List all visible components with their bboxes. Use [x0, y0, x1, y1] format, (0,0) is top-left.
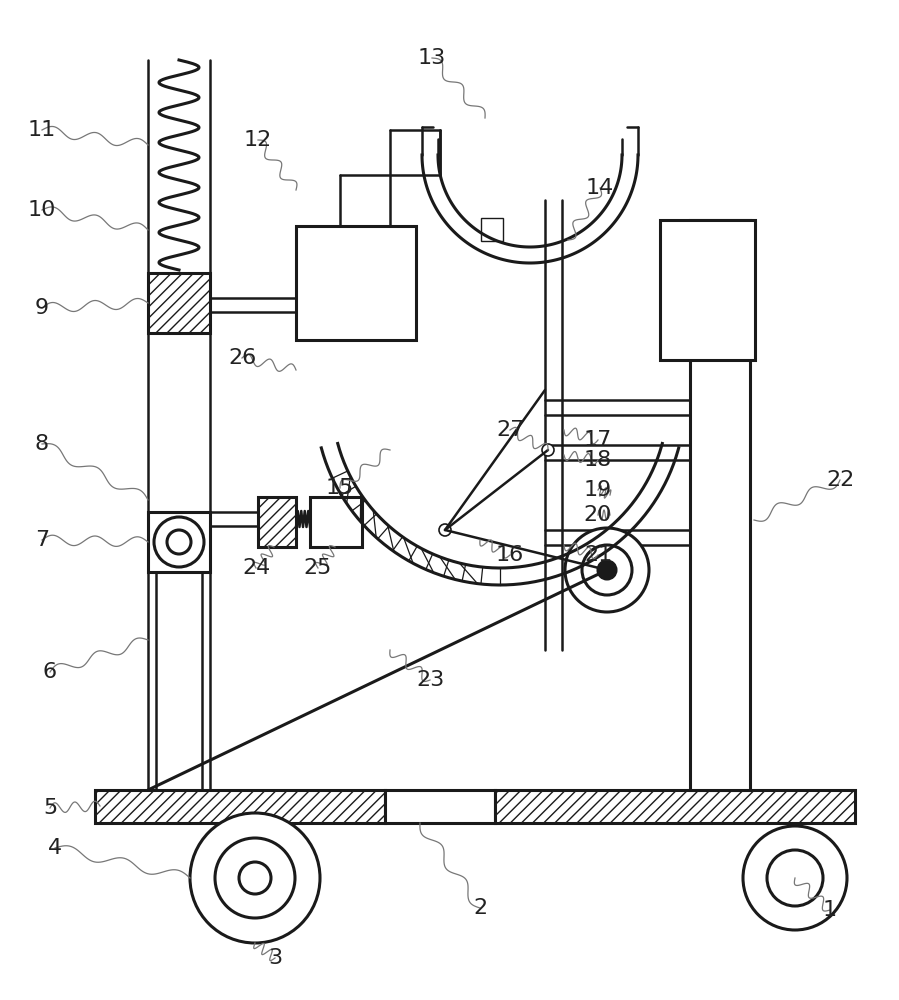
Circle shape: [598, 561, 616, 579]
Circle shape: [767, 850, 823, 906]
Circle shape: [167, 530, 191, 554]
Bar: [310, 497, 362, 547]
Text: 26: 26: [227, 348, 256, 368]
Text: 11: 11: [28, 120, 56, 140]
Circle shape: [154, 517, 204, 567]
Bar: [148, 273, 210, 333]
Bar: [148, 512, 210, 572]
Text: 9: 9: [35, 298, 49, 318]
Text: 14: 14: [586, 178, 614, 198]
Circle shape: [215, 838, 295, 918]
Text: 13: 13: [418, 48, 446, 68]
Text: 25: 25: [304, 558, 333, 578]
Text: 22: 22: [826, 470, 854, 490]
Text: 4: 4: [48, 838, 62, 858]
Text: 18: 18: [583, 450, 612, 470]
Text: 5: 5: [43, 798, 58, 818]
Circle shape: [582, 545, 632, 595]
Bar: [481, 218, 503, 241]
Text: 24: 24: [242, 558, 270, 578]
Bar: [296, 226, 416, 340]
Text: 16: 16: [496, 545, 524, 565]
Text: 27: 27: [496, 420, 524, 440]
Text: 20: 20: [583, 505, 612, 525]
Bar: [495, 790, 855, 823]
Text: 7: 7: [35, 530, 49, 550]
Circle shape: [239, 862, 271, 894]
Text: 1: 1: [823, 900, 837, 920]
Bar: [660, 220, 755, 360]
Bar: [95, 790, 385, 823]
Circle shape: [565, 528, 649, 612]
Text: 10: 10: [28, 200, 56, 220]
Text: 21: 21: [583, 545, 612, 565]
Circle shape: [542, 444, 554, 456]
Text: 2: 2: [473, 898, 487, 918]
Circle shape: [439, 524, 451, 536]
Text: 12: 12: [244, 130, 272, 150]
Circle shape: [190, 813, 320, 943]
Circle shape: [743, 826, 847, 930]
Text: 8: 8: [35, 434, 49, 454]
Text: 3: 3: [268, 948, 282, 968]
Text: 17: 17: [583, 430, 612, 450]
Bar: [258, 497, 296, 547]
Text: 15: 15: [325, 478, 354, 498]
Text: 19: 19: [583, 480, 612, 500]
Text: 6: 6: [43, 662, 57, 682]
Text: 23: 23: [416, 670, 444, 690]
Bar: [690, 220, 750, 790]
Bar: [385, 790, 495, 823]
